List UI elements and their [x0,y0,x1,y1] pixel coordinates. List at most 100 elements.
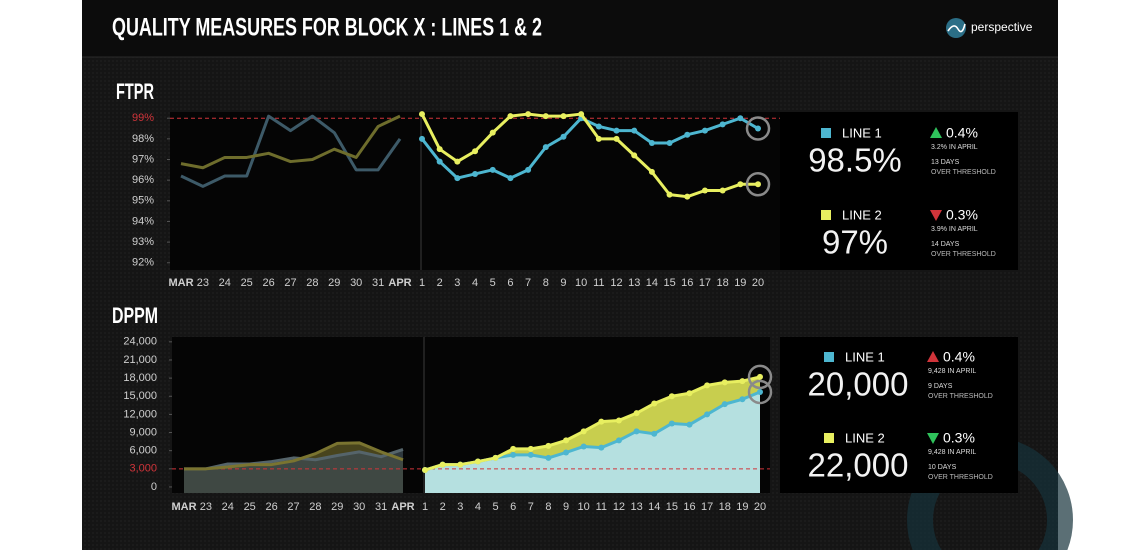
kpi-change: 0.3% [943,430,975,446]
logo-text: perspective [971,20,1033,34]
point [633,410,640,417]
kpi-note: OVER THRESHOLD [931,169,996,176]
x-tick-label: 19 [734,277,746,289]
area [425,392,760,493]
point [719,121,726,128]
x-tick-label: 1 [422,501,428,513]
y-tick-label: 97% [132,153,154,165]
x-tick-label: 20 [752,277,764,289]
x-tick-label: 16 [683,501,695,513]
y-tick-label: 96% [132,174,154,186]
point [613,135,620,142]
point [615,417,622,424]
point [525,111,532,118]
legend-swatch [821,128,831,138]
point [739,378,746,385]
kpi-panel [780,337,1018,493]
y-tick-label: 9,000 [129,426,157,438]
line [180,114,402,188]
point [472,170,479,177]
x-tick-label: MAR [168,277,193,289]
y-tick-label: 99% [132,112,154,124]
x-tick-label: 28 [309,501,321,513]
logo-icon [946,18,966,38]
kpi-change: 0.4% [946,125,978,141]
point [454,175,461,182]
y-tick-label: 18,000 [123,372,157,384]
trend-arrow [930,210,942,221]
x-tick-label: 26 [265,501,277,513]
point [757,389,763,396]
point [651,430,658,437]
trend-arrow [930,127,942,138]
point [755,125,761,132]
kpi-value: 20,000 [808,366,909,403]
x-tick-label: 27 [287,501,299,513]
end-ring [747,379,773,405]
point [439,461,446,468]
logo-swoosh [947,23,966,33]
y-tick-label: 0 [151,481,157,493]
point [615,437,622,444]
point [721,379,728,386]
point [422,467,428,474]
point [507,175,514,182]
x-tick-label: 10 [578,501,590,513]
point [668,420,675,427]
point [492,454,499,461]
y-tick-label: 93% [132,236,154,248]
x-tick-label: 11 [596,501,607,513]
x-tick-label: 28 [306,277,318,289]
point [648,139,655,146]
x-tick-label: 6 [507,277,513,289]
x-tick-label: 13 [630,501,642,513]
kpi-month: 9,428 IN APRIL [928,449,976,456]
point [686,390,693,397]
point [419,111,425,118]
kpi-panel [780,112,1018,270]
point [648,168,655,175]
point [704,411,711,418]
legend-label: LINE 1 [845,349,885,364]
kpi-note: OVER THRESHOLD [928,474,993,481]
point [545,454,552,461]
point [489,129,496,136]
x-tick-label: 24 [222,501,234,513]
legend-label: LINE 1 [842,125,882,140]
x-tick-label: 7 [525,277,531,289]
legend-swatch [824,433,834,443]
point [545,442,552,449]
x-tick-label: 31 [372,277,384,289]
point [436,146,443,153]
header-bar [82,0,1058,57]
x-tick-label: MAR [171,501,196,513]
chart-title: FTPR [116,79,154,104]
x-tick-label: 1 [419,277,425,289]
point [525,166,532,173]
x-tick-label: 14 [646,277,658,289]
point [684,193,691,200]
kpi-days: 9 DAYS [928,383,953,390]
point [755,181,761,188]
point [704,382,711,389]
x-tick-label: 9 [563,501,569,513]
x-tick-label: 7 [528,501,534,513]
x-tick-label: 15 [666,501,678,513]
point [578,111,585,118]
x-tick-label: 30 [353,501,365,513]
x-tick-label: 19 [736,501,748,513]
point [631,127,638,134]
y-tick-label: 3,000 [129,463,157,475]
y-tick-label: 92% [132,257,154,269]
x-tick-label: 23 [200,501,212,513]
end-ring [747,364,773,390]
point [739,396,746,403]
kpi-days: 13 DAYS [931,159,960,166]
x-tick-label: 17 [701,501,713,513]
trend-arrow [927,433,939,444]
point [666,139,673,146]
point [757,373,763,380]
x-tick-label: 23 [197,277,209,289]
kpi-note: OVER THRESHOLD [928,393,993,400]
legend-swatch [821,210,831,220]
